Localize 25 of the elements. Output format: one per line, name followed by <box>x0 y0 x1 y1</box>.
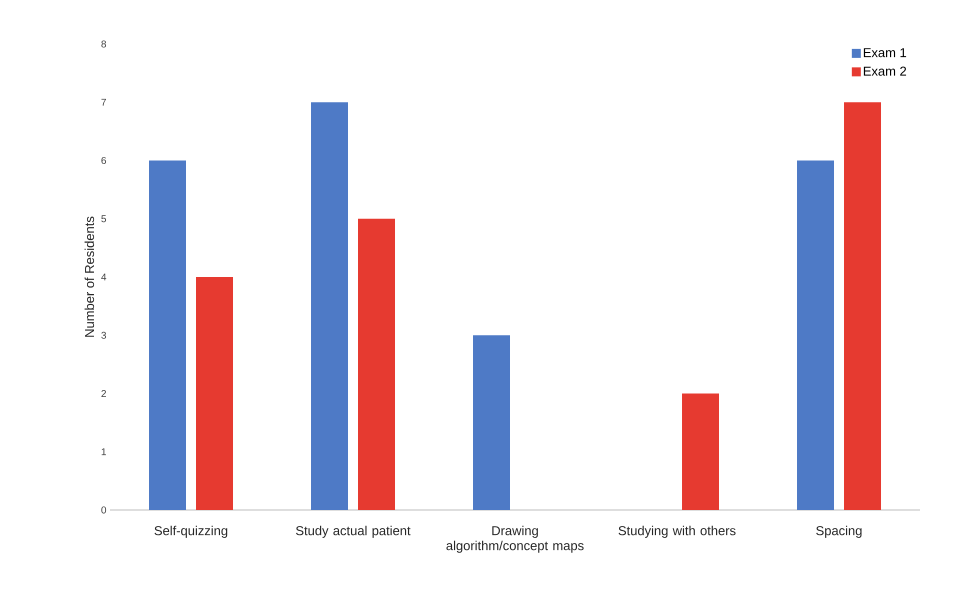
bar <box>311 102 348 510</box>
y-tick-label: 6 <box>101 156 106 164</box>
y-tick-label: 5 <box>101 215 106 222</box>
legend-label: Exam 1 <box>864 48 906 58</box>
y-axis-title: Number of Residents <box>84 216 94 337</box>
bar <box>149 160 186 510</box>
bar <box>844 102 882 510</box>
x-tick-label: Study actual patient <box>296 526 410 538</box>
y-tick-label: 2 <box>101 390 106 397</box>
y-tick-label: 0 <box>101 506 106 514</box>
y-tick-label: 4 <box>101 274 106 280</box>
y-tick-label: 8 <box>101 40 106 48</box>
legend-label: Exam 2 <box>864 66 906 76</box>
y-tick-label: 1 <box>102 448 106 456</box>
y-tick-label: 3 <box>101 332 106 339</box>
bar <box>358 218 396 510</box>
x-tick-label: Self-quizzing <box>154 526 228 538</box>
x-tick-label: Spacing <box>816 526 862 538</box>
bar <box>473 335 510 510</box>
y-tick-label: 7 <box>101 98 106 106</box>
x-tick-label: Drawing algorithm/concept maps <box>446 526 584 553</box>
bar <box>196 277 234 510</box>
bar <box>797 160 834 510</box>
x-tick-label: Studying with others <box>618 526 736 538</box>
bar <box>682 394 720 510</box>
